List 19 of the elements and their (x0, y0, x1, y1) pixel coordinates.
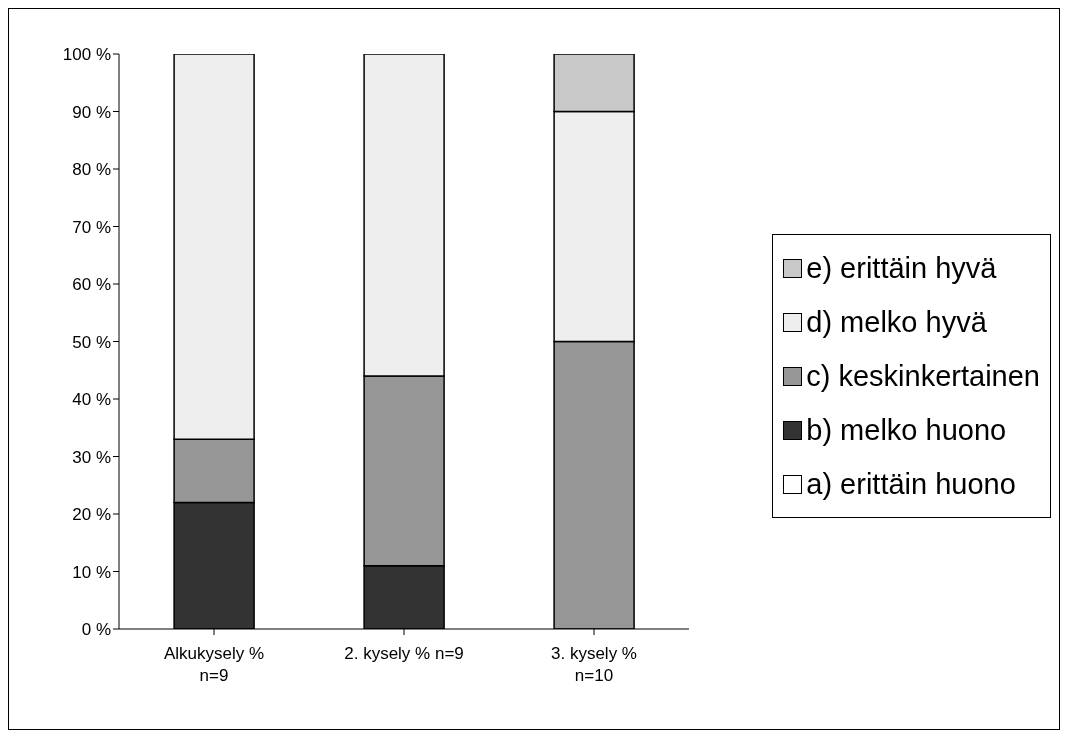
y-tick-label: 50 % (72, 332, 111, 352)
x-tick-label: 3. kysely % n=10 (551, 644, 637, 685)
legend-label: b) melko huono (806, 413, 1007, 448)
x-tick-label: 2. kysely % n=9 (344, 644, 464, 663)
y-tick-label: 90 % (72, 102, 111, 122)
y-tick-label: 80 % (72, 160, 111, 180)
y-tick-label: 0 % (81, 620, 111, 640)
y-tick-label: 30 % (72, 447, 111, 467)
y-tick-label: 70 % (72, 217, 111, 237)
legend-label: d) melko hyvä (806, 305, 987, 340)
y-tick-label: 40 % (72, 390, 111, 410)
x-tick-label: Alkukysely % n=9 (163, 644, 265, 685)
legend-label: e) erittäin hyvä (806, 251, 997, 286)
y-tick-label: 20 % (72, 505, 111, 525)
y-tick-label: 60 % (72, 275, 111, 295)
legend-label: a) erittäin huono (806, 467, 1016, 502)
y-tick-label: 100 % (62, 45, 111, 65)
legend-label: c) keskinkertainen (806, 359, 1040, 394)
y-tick-label: 10 % (72, 562, 111, 582)
